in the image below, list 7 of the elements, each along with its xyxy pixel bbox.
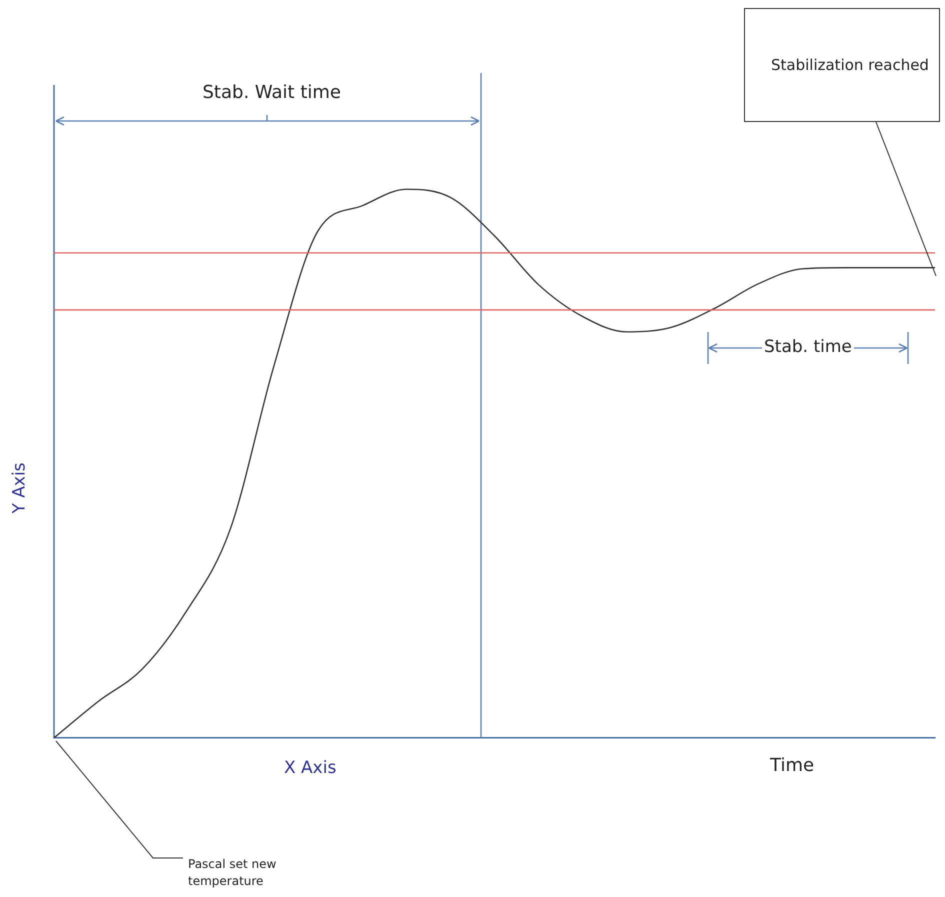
y-axis-title: Y Axis xyxy=(9,462,30,514)
annotation: Stab. time xyxy=(762,337,854,357)
text: Stabilization reached xyxy=(771,56,929,74)
text: Pascal set new temperature xyxy=(188,856,278,890)
x-axis-title: X Axis xyxy=(284,758,336,778)
text: Stab. Wait time xyxy=(202,82,342,103)
text: Time xyxy=(770,755,814,776)
